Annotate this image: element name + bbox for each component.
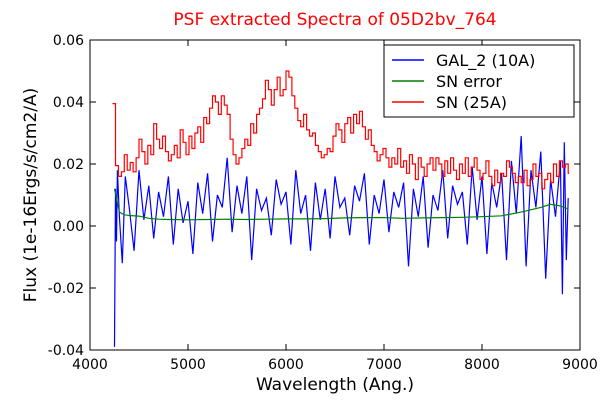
plot-layer — [112, 70, 570, 347]
x-tick-label: 4000 — [72, 357, 108, 373]
legend-label: GAL_2 (10A) — [436, 51, 535, 71]
x-tick-label: 8000 — [464, 357, 500, 373]
series-line-1 — [113, 136, 569, 347]
y-tick-label: 0.04 — [53, 95, 84, 111]
x-tick-label: 6000 — [268, 357, 304, 373]
legend-label: SN (25A) — [436, 93, 507, 112]
y-tick-label: -0.02 — [48, 281, 84, 297]
series-line-3 — [112, 70, 570, 190]
axes-layer: 4000 5000 6000 7000 8000 9000 -0.04 -0.02 0.00 0.… — [48, 33, 598, 373]
legend: GAL_2 (10A)SN error SN (25A) — [383, 44, 575, 118]
y-tick-label: -0.04 — [48, 343, 84, 359]
x-tick-label: 7000 — [366, 357, 402, 373]
plot-frame — [89, 39, 581, 351]
y-tick-label: 0.02 — [53, 157, 84, 173]
y-tick-label: 0.06 — [53, 33, 84, 49]
y-axis-title: Flux (1e-16Ergs/s/cm2/A) — [21, 88, 41, 303]
chart-title: PSF extracted Spectra of 05D2bv_764 — [173, 10, 496, 30]
x-tick-label: 9000 — [562, 357, 598, 373]
legend-label: SN error — [436, 72, 502, 91]
y-tick-label: 0.00 — [53, 219, 84, 235]
series-line-2 — [113, 188, 569, 221]
x-tick-label: 5000 — [170, 357, 206, 373]
x-axis-title: Wavelength (Ang.) — [256, 375, 414, 395]
